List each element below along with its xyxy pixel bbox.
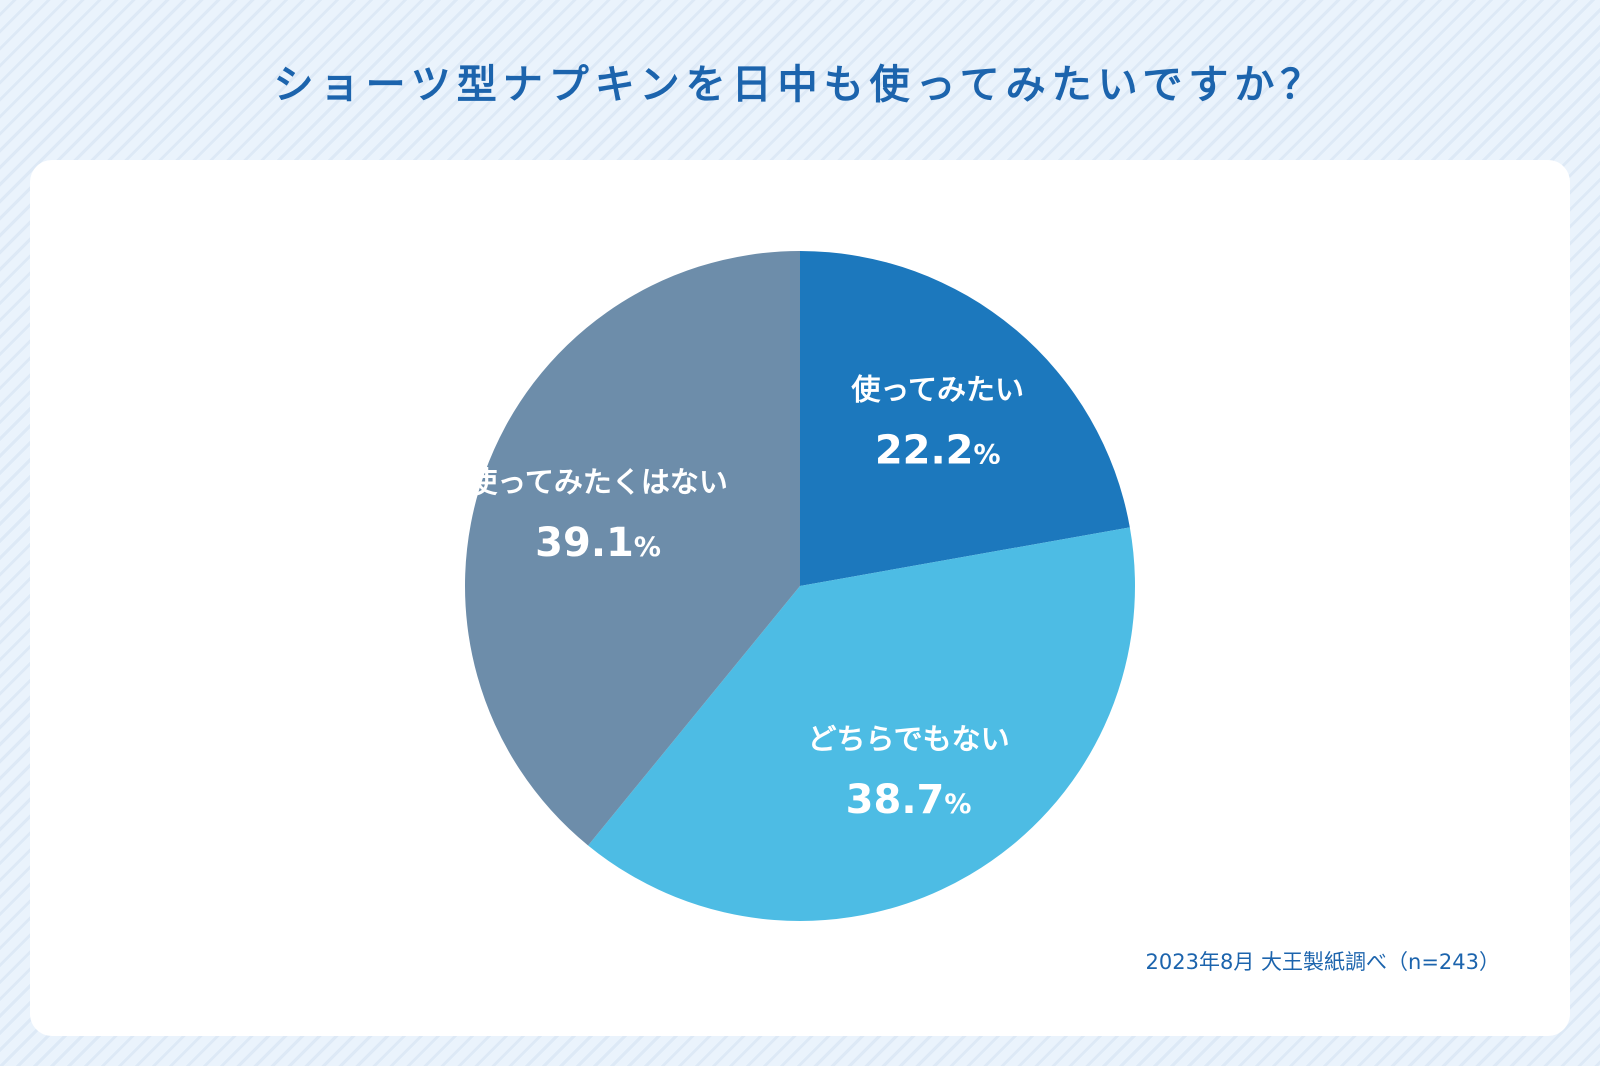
pie-slice-2 [588, 527, 1135, 921]
slice-label-3: 使ってみたくはない [467, 465, 728, 499]
chart-card: 使ってみたい 22.2% どちらでもない 38.7% 使ってみたくはない 39.1% 20… [30, 160, 1570, 1036]
pie-labels: 使ってみたい 22.2% どちらでもない 38.7% 使ってみたくはない 39.1% [467, 373, 1024, 823]
chart-title: ショーツ型ナプキンを日中も使ってみたいですか？ [273, 62, 1327, 108]
slice-value-1: 22.2% [875, 428, 1001, 474]
slice-value-3: 39.1% [535, 520, 661, 566]
pie-slice-3 [464, 251, 800, 846]
pie-slices [464, 251, 1135, 921]
slice-label-2: どちらでもない [807, 722, 1009, 756]
pie-chart: 使ってみたい 22.2% どちらでもない 38.7% 使ってみたくはない 39.1% [464, 251, 1135, 921]
pie-slice-1 [800, 251, 1130, 586]
slice-value-2: 38.7% [846, 777, 972, 823]
slice-label-1: 使ってみたい [850, 373, 1024, 407]
source-note: 2023年8月 大王製紙調べ（n=243） [1145, 950, 1500, 974]
